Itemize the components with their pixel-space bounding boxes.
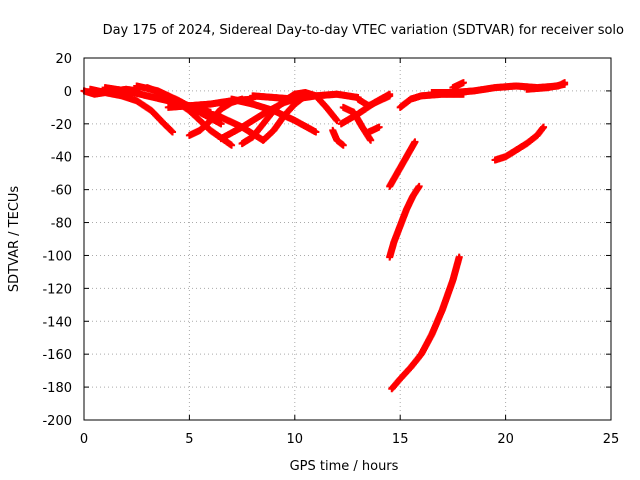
y-tick-label: -180 <box>42 381 72 396</box>
y-axis-label: SDTVAR / TECUs <box>7 186 22 293</box>
data-point <box>561 80 569 88</box>
data-point <box>411 138 419 146</box>
x-tick-label: 15 <box>392 432 409 447</box>
data-point <box>455 253 463 261</box>
y-tick-label: -140 <box>42 315 72 330</box>
data-point <box>415 182 423 190</box>
y-tick-label: -120 <box>42 282 72 297</box>
x-tick-label: 5 <box>185 432 193 447</box>
y-tick-label: -40 <box>51 151 72 166</box>
x-tick-label: 20 <box>497 432 514 447</box>
x-tick-label: 10 <box>287 432 304 447</box>
y-tick-label: 20 <box>55 52 72 67</box>
x-tick-label: 0 <box>80 432 88 447</box>
plot-frame <box>83 57 612 421</box>
chart-title: Day 175 of 2024, Sidereal Day-to-day VTE… <box>103 23 624 38</box>
data-points <box>80 79 569 393</box>
data-point <box>228 141 236 149</box>
data-point <box>312 128 320 136</box>
data-point <box>540 123 548 131</box>
y-tick-label: -20 <box>51 118 72 133</box>
data-point <box>333 117 341 125</box>
data-point <box>386 90 394 98</box>
y-tick-label: -100 <box>42 249 72 264</box>
y-tick-label: -80 <box>51 217 72 232</box>
y-tick-label: -160 <box>42 348 72 363</box>
data-point <box>339 141 347 149</box>
data-point <box>217 120 225 128</box>
y-tick-label: -200 <box>42 414 72 429</box>
x-axis-label: GPS time / hours <box>290 459 399 474</box>
data-point <box>169 128 177 136</box>
y-tick-label: 0 <box>64 85 72 100</box>
data-point <box>459 79 467 87</box>
data-point <box>375 123 383 131</box>
data-point <box>367 136 375 144</box>
y-tick-label: -60 <box>51 184 72 199</box>
x-tick-label: 25 <box>603 432 620 447</box>
